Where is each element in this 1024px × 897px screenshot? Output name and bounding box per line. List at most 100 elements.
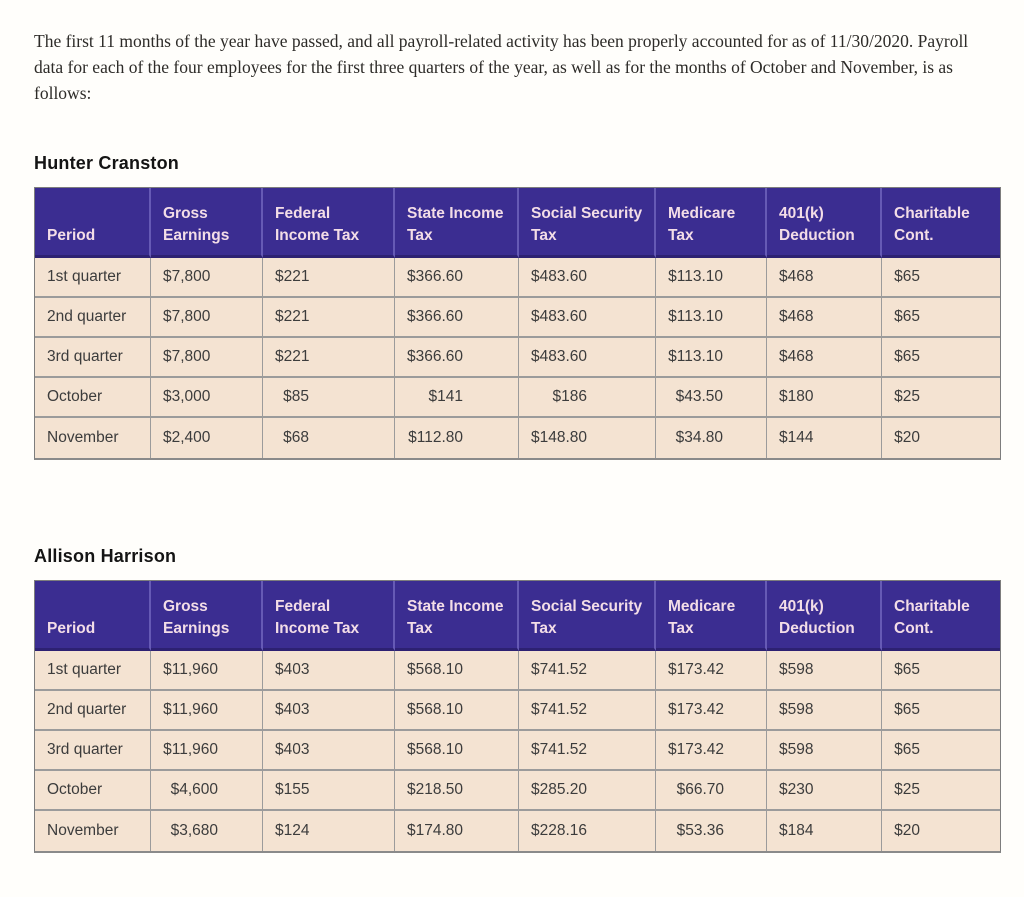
amount-value: $173.42 xyxy=(668,701,725,718)
amount-cell: $11,960 xyxy=(151,651,263,691)
amount-value: $186 xyxy=(552,388,587,405)
amount-value: $148.80 xyxy=(531,429,588,446)
employee-section: Allison Harrison Period Gross Earnings Fed… xyxy=(34,546,1001,853)
amount-cell: $221 xyxy=(263,338,395,378)
column-header: State Income Tax xyxy=(395,581,519,651)
period-cell: October xyxy=(35,378,151,418)
amount-value: $141 xyxy=(428,388,463,405)
period-cell: 2nd quarter xyxy=(35,298,151,338)
column-header: Charitable Cont. xyxy=(882,188,1000,258)
amount-value: $741.52 xyxy=(531,661,588,678)
amount-cell: $3,000 xyxy=(151,378,263,418)
amount-cell: $741.52 xyxy=(519,731,656,771)
column-header: Federal Income Tax xyxy=(263,581,395,651)
amount-value: $403 xyxy=(275,661,310,678)
period-cell: November xyxy=(35,418,151,458)
amount-cell: $43.50 xyxy=(656,378,767,418)
table-row: November $2,400 $68 $112.80 $148.80 $34.80 $14… xyxy=(35,418,1000,458)
amount-cell: $741.52 xyxy=(519,651,656,691)
amount-value: $155 xyxy=(275,781,310,798)
table-header-row: Period Gross Earnings Federal Income Tax St… xyxy=(35,581,1000,651)
table-row: 1st quarter $11,960 $403 $568.10 $741.52 $173… xyxy=(35,651,1000,691)
amount-cell: $144 xyxy=(767,418,882,458)
amount-cell: $65 xyxy=(882,298,1000,338)
amount-cell: $68 xyxy=(263,418,395,458)
amount-value: $221 xyxy=(275,348,310,365)
amount-cell: $155 xyxy=(263,771,395,811)
table-row: November $3,680 $124 $174.80 $228.16 $53.36 $1… xyxy=(35,811,1000,851)
amount-cell: $65 xyxy=(882,338,1000,378)
amount-value: $173.42 xyxy=(668,741,725,758)
period-cell: October xyxy=(35,771,151,811)
amount-value: $11,960 xyxy=(163,661,218,678)
amount-cell: $741.52 xyxy=(519,691,656,731)
amount-cell: $403 xyxy=(263,691,395,731)
amount-cell: $468 xyxy=(767,298,882,338)
amount-cell: $113.10 xyxy=(656,338,767,378)
period-cell: 3rd quarter xyxy=(35,731,151,771)
amount-cell: $285.20 xyxy=(519,771,656,811)
amount-value: $366.60 xyxy=(407,308,464,325)
amount-value: $7,800 xyxy=(163,348,211,365)
amount-cell: $7,800 xyxy=(151,298,263,338)
amount-value: $43.50 xyxy=(675,388,723,405)
employee-section: Hunter Cranston Period Gross Earnings Fede… xyxy=(34,153,1001,460)
amount-value: $403 xyxy=(275,741,310,758)
payroll-tables-container: Hunter Cranston Period Gross Earnings Fede… xyxy=(34,153,1001,853)
amount-value: $228.16 xyxy=(531,822,588,839)
amount-value: $113.10 xyxy=(668,268,723,285)
amount-cell: $483.60 xyxy=(519,258,656,298)
amount-cell: $3,680 xyxy=(151,811,263,851)
amount-cell: $113.10 xyxy=(656,258,767,298)
amount-cell: $65 xyxy=(882,731,1000,771)
amount-value: $3,000 xyxy=(163,388,211,405)
amount-value: $741.52 xyxy=(531,701,588,718)
amount-value: $468 xyxy=(779,348,814,365)
amount-cell: $11,960 xyxy=(151,731,263,771)
amount-cell: $66.70 xyxy=(656,771,767,811)
amount-value: $221 xyxy=(275,268,310,285)
amount-value: $468 xyxy=(779,268,814,285)
table-row: 3rd quarter $7,800 $221 $366.60 $483.60 $113.… xyxy=(35,338,1000,378)
amount-value: $7,800 xyxy=(163,308,211,325)
amount-value: $65 xyxy=(894,661,920,678)
amount-value: $180 xyxy=(779,388,814,405)
amount-value: $65 xyxy=(894,701,920,718)
amount-value: $568.10 xyxy=(407,701,464,718)
amount-value: $598 xyxy=(779,701,814,718)
amount-value: $568.10 xyxy=(407,741,464,758)
amount-value: $483.60 xyxy=(531,348,588,365)
amount-cell: $403 xyxy=(263,651,395,691)
amount-value: $366.60 xyxy=(407,268,464,285)
amount-value: $174.80 xyxy=(407,822,464,839)
amount-cell: $173.42 xyxy=(656,651,767,691)
amount-cell: $20 xyxy=(882,418,1000,458)
amount-value: $598 xyxy=(779,741,814,758)
amount-cell: $186 xyxy=(519,378,656,418)
amount-value: $65 xyxy=(894,268,920,285)
amount-cell: $598 xyxy=(767,731,882,771)
period-cell: November xyxy=(35,811,151,851)
amount-value: $112.80 xyxy=(408,429,463,446)
amount-value: $11,960 xyxy=(163,701,218,718)
column-header: Medicare Tax xyxy=(656,581,767,651)
period-cell: 1st quarter xyxy=(35,258,151,298)
amount-value: $184 xyxy=(779,822,814,839)
amount-value: $25 xyxy=(894,388,920,405)
intro-paragraph: The first 11 months of the year have pas… xyxy=(34,31,969,103)
amount-value: $598 xyxy=(779,661,814,678)
amount-cell: $218.50 xyxy=(395,771,519,811)
amount-value: $68 xyxy=(283,429,309,446)
amount-cell: $85 xyxy=(263,378,395,418)
column-header: Period xyxy=(35,581,151,651)
amount-cell: $7,800 xyxy=(151,258,263,298)
column-header: Gross Earnings xyxy=(151,581,263,651)
amount-value: $4,600 xyxy=(170,781,218,798)
amount-cell: $65 xyxy=(882,258,1000,298)
amount-cell: $174.80 xyxy=(395,811,519,851)
amount-cell: $403 xyxy=(263,731,395,771)
amount-value: $483.60 xyxy=(531,308,588,325)
employee-name-heading: Hunter Cranston xyxy=(34,153,180,173)
amount-value: $403 xyxy=(275,701,310,718)
employee-name-heading: Allison Harrison xyxy=(34,546,177,566)
